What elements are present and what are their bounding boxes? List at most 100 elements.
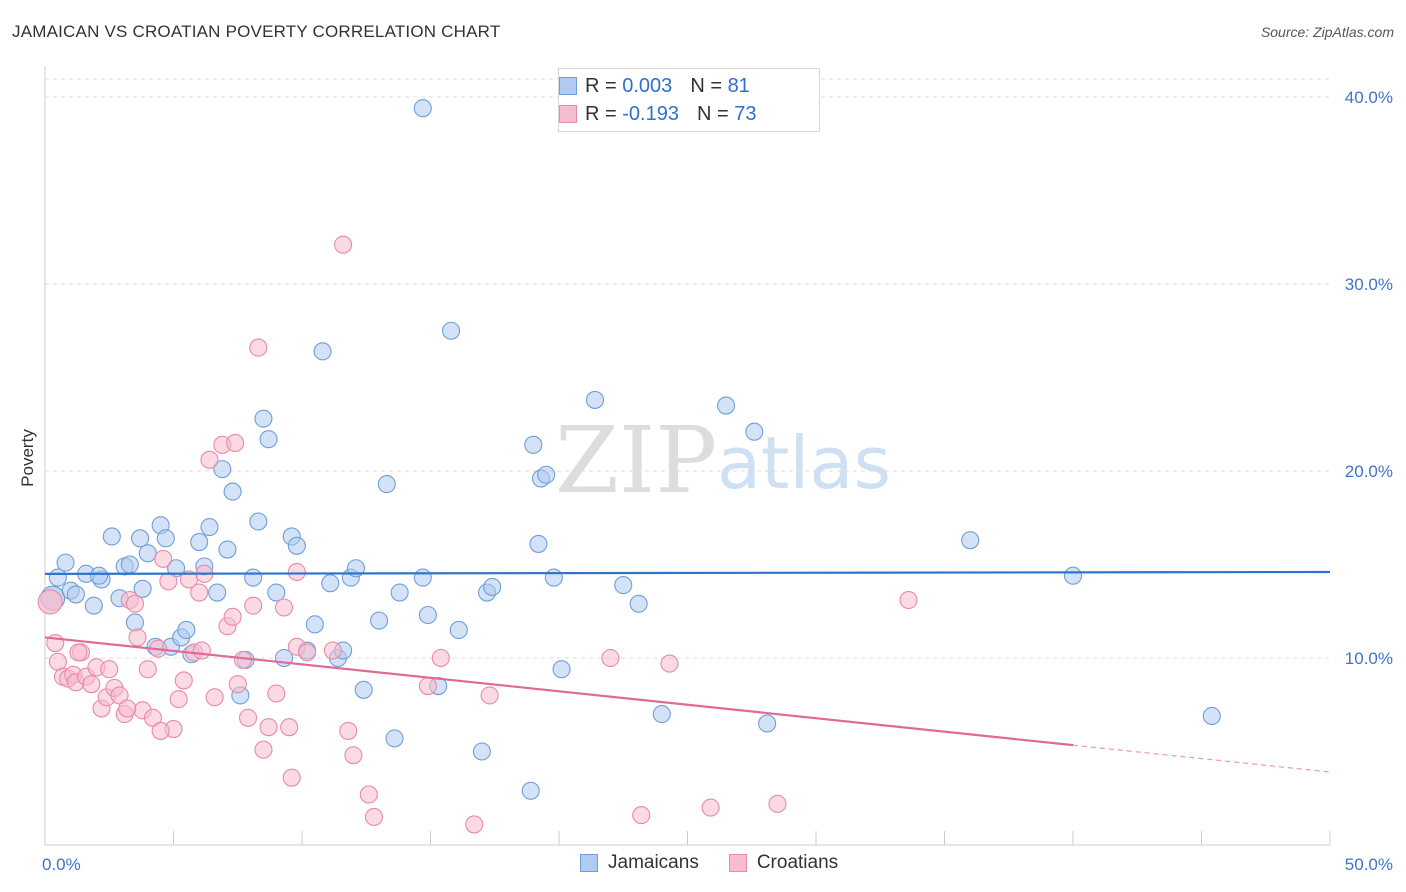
croatian-point[interactable] [334,235,353,254]
jamaican-point[interactable] [449,620,468,640]
croatian-point[interactable] [364,807,384,827]
jamaican-point[interactable] [200,518,219,537]
jamaican-point[interactable] [156,529,175,548]
jamaican-point[interactable] [138,544,157,563]
jamaican-point[interactable] [305,615,324,634]
croatian-point[interactable] [282,768,301,787]
jamaican-point[interactable] [249,512,268,531]
croatian-point[interactable] [169,690,188,709]
jamaican-point[interactable] [524,435,543,454]
croatian-point[interactable] [359,785,378,804]
jamaican-point[interactable] [89,566,109,585]
jamaican-point[interactable] [102,527,121,546]
croatian-point[interactable] [192,641,211,660]
jamaican-point[interactable] [1063,566,1083,585]
croatian-point[interactable] [701,798,720,817]
jamaican-point[interactable] [370,611,389,630]
legend-item-croatians[interactable]: Croatians [728,852,838,874]
croatian-point[interactable] [249,338,268,357]
croatian-point[interactable] [465,815,484,834]
croatian-point[interactable] [323,641,342,660]
croatian-point[interactable] [274,598,294,617]
jamaican-point[interactable] [259,430,278,449]
croatian-point[interactable] [280,718,299,737]
croatian-point[interactable] [632,806,651,825]
croatian-point[interactable] [339,721,358,740]
jamaican-point[interactable] [177,620,196,640]
croatian-point[interactable] [267,684,286,703]
croatian-point[interactable] [601,648,620,668]
jamaican-point[interactable] [745,422,764,441]
jamaican-point[interactable] [267,583,286,602]
jamaican-point[interactable] [133,579,152,598]
croatian-point[interactable] [223,607,242,626]
jamaican-point[interactable] [66,585,85,604]
jamaican-point[interactable] [614,576,633,595]
croatian-point[interactable] [344,746,363,765]
jamaican-point[interactable] [529,534,548,553]
jamaican-point[interactable] [48,568,67,587]
croatian-point[interactable] [37,589,63,615]
croatian-point[interactable] [226,433,245,453]
croatian-point[interactable] [259,718,278,737]
jamaican-point[interactable] [208,583,227,602]
croatian-point[interactable] [69,643,88,662]
croatian-point[interactable] [228,675,247,694]
croatian-point[interactable] [254,740,273,759]
jamaican-point[interactable] [418,605,437,625]
jamaican-point[interactable] [390,583,409,602]
croatian-point[interactable] [200,450,219,469]
jamaican-point[interactable] [313,342,332,361]
jamaican-point[interactable] [1202,706,1221,726]
jamaican-point[interactable] [483,577,502,596]
croatian-point[interactable] [190,583,209,602]
croatian-point[interactable] [205,688,224,707]
jamaican-point[interactable] [190,533,209,552]
croatian-point[interactable] [244,596,263,615]
croatian-point[interactable] [418,676,437,696]
croatian-point[interactable] [151,721,170,740]
croatian-point[interactable] [128,628,147,647]
jamaican-point[interactable] [56,553,75,572]
jamaican-point[interactable] [223,482,242,501]
legend-item-jamaicans[interactable]: Jamaicans [580,852,699,874]
jamaican-point[interactable] [413,568,432,587]
jamaican-point[interactable] [120,555,139,574]
croatian-point[interactable] [100,660,119,679]
jamaican-point[interactable] [961,531,980,550]
jamaican-point[interactable] [84,596,103,615]
croatian-point[interactable] [125,594,144,613]
jamaican-point[interactable] [716,396,736,415]
jamaican-point[interactable] [213,460,232,479]
jamaican-point[interactable] [552,660,571,679]
croatian-point[interactable] [174,671,193,690]
jamaican-point[interactable] [585,390,605,409]
croatian-point[interactable] [118,699,137,718]
jamaican-point[interactable] [652,705,671,724]
croatian-point[interactable] [159,572,178,591]
jamaican-point[interactable] [321,574,340,593]
jamaican-point[interactable] [131,529,150,548]
jamaican-point[interactable] [244,568,263,587]
jamaican-point[interactable] [287,536,306,555]
croatian-point[interactable] [82,675,101,694]
jamaican-point[interactable] [354,680,373,699]
jamaican-point[interactable] [413,99,432,118]
croatian-point[interactable] [138,660,157,679]
croatian-point[interactable] [154,549,173,568]
croatian-point[interactable] [298,643,317,662]
croatian-point[interactable] [899,590,918,610]
jamaican-point[interactable] [442,321,461,340]
jamaican-point[interactable] [544,568,563,587]
croatian-point[interactable] [431,648,450,668]
jamaican-point[interactable] [254,409,273,428]
jamaican-point[interactable] [521,781,540,800]
croatian-point[interactable] [768,794,787,813]
jamaican-point[interactable] [385,729,404,748]
jamaican-point[interactable] [537,465,556,484]
jamaican-point[interactable] [758,714,777,733]
jamaican-point[interactable] [218,540,237,559]
croatian-point[interactable] [660,654,679,673]
croatian-point[interactable] [287,562,306,582]
jamaican-point[interactable] [125,613,144,632]
